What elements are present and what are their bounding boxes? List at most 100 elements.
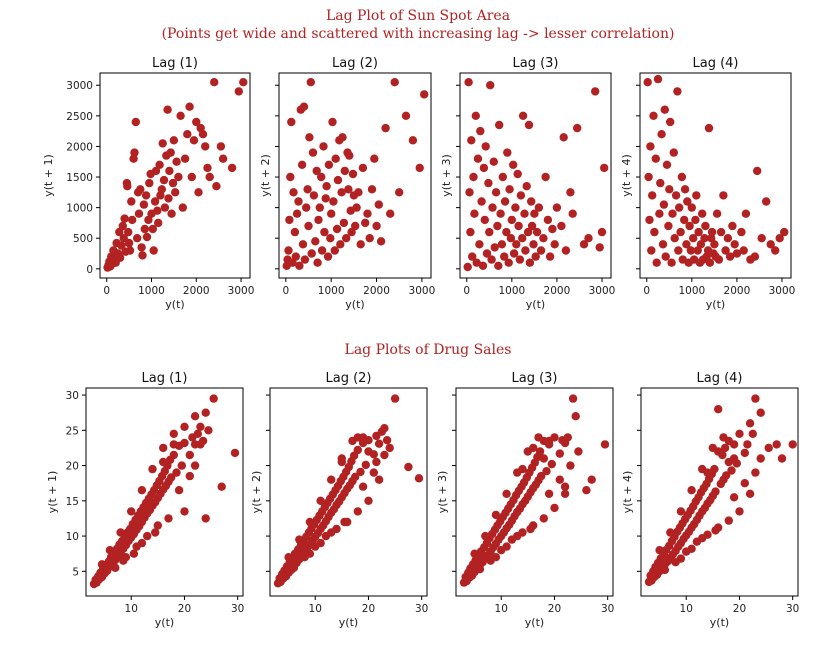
y-tick-label: 25 [66,425,79,437]
scatter-point [376,237,386,246]
scatter-point [464,78,473,87]
x-axis-label: y(t) [710,616,729,629]
scatter-point [520,209,529,218]
scatter-point [176,111,185,121]
scatter-point [105,546,115,555]
scatter-point [212,182,221,191]
scatter-point [480,215,489,225]
scatter-point [584,234,593,243]
scatter-point [648,191,657,200]
scatter-point [496,209,505,218]
scatter-point [154,218,163,228]
scatter-point [478,261,488,270]
y-tick-label: 10 [66,531,79,543]
scatter-point [526,524,535,534]
scatter-point [328,117,337,127]
scatter-point [587,475,596,484]
scatter-point [704,123,714,133]
scatter-point [404,462,413,472]
axes-frame [640,387,799,597]
x-tick-label: 20 [362,603,375,615]
y-axis-label: y(t + 1) [42,154,55,197]
scatter-point [169,136,179,145]
lag-panel-sunspot-2: Lag (2) 0 1000 2000 3000 y(t) y(t + 2) [259,56,435,311]
scatter-point [491,553,501,562]
scatter-point [300,255,310,264]
scatter-point [724,457,733,467]
x-tick-label: 10 [125,603,138,615]
scatter-point [216,142,226,151]
scatter-point [148,224,157,234]
scatter-point [701,221,710,231]
scatter-point [696,240,706,249]
scatter-point [305,549,315,558]
scatter-point [724,516,733,525]
scatter-point [595,243,604,252]
panel-title: Lag (3) [511,371,557,386]
scatter-point [524,120,534,130]
scatter-point [137,486,147,495]
scatter-point [683,197,692,206]
scatter-point [660,565,670,575]
scatter-point [536,246,546,255]
scatter-point [479,163,489,173]
scatter-point [643,78,652,87]
axes-frame [85,387,244,597]
scatter-point [364,496,373,505]
scatter-point [505,185,514,194]
scatter-point [307,249,316,258]
scatter-point [667,258,676,267]
y-tick-label: 15 [66,496,79,508]
scatter-point [317,172,326,182]
scatter-point [164,514,173,523]
scatter-point [148,464,157,474]
scatter-point [166,148,175,157]
scatter-point [324,160,334,169]
scatter-point [539,454,548,463]
scatter-point [509,160,518,169]
scatter-point [651,154,660,163]
scatter-point [180,438,189,448]
scatter-point [320,227,329,237]
y-tick-label: 1500 [66,172,93,184]
scatter-point [740,479,749,488]
scatter-point [539,514,548,523]
scatter-point [299,102,309,111]
scatter-point [306,78,315,87]
x-tick-label: 20 [178,603,191,615]
scatter-point [502,489,511,498]
scatter-point [151,528,160,537]
scatter-point [518,464,527,474]
scatter-point [127,197,136,206]
scatter-point [119,234,128,243]
scatter-point [475,565,485,574]
scatter-point [309,191,319,200]
x-tick-label: 3000 [589,285,616,297]
sunspot-suptitle-line2: (Points get wide and scattered with incr… [162,26,675,42]
scatter-point [125,246,135,255]
scatter-point [144,215,153,225]
scatter-point [209,394,218,403]
scatter-point [518,234,527,243]
scatter-point [172,157,181,166]
scatter-point [295,261,304,270]
scatter-point [694,227,703,237]
scatter-point [365,234,374,243]
axes-frame [278,72,432,279]
scatter-point [177,461,186,470]
scatter-point [468,252,477,261]
panel-title: Lag (1) [141,371,187,386]
scatter-point [727,466,736,475]
scatter-point [348,169,358,179]
scatter-point [547,459,556,469]
scatter-point [527,197,536,206]
scatter-point [560,482,570,491]
scatter-point [788,440,797,449]
scatter-point [174,486,184,495]
scatter-point [115,253,125,262]
axes-frame [99,72,251,279]
scatter-point [473,154,483,163]
scatter-point [187,172,196,182]
scatter-point [523,227,533,237]
scatter-point [730,240,739,249]
